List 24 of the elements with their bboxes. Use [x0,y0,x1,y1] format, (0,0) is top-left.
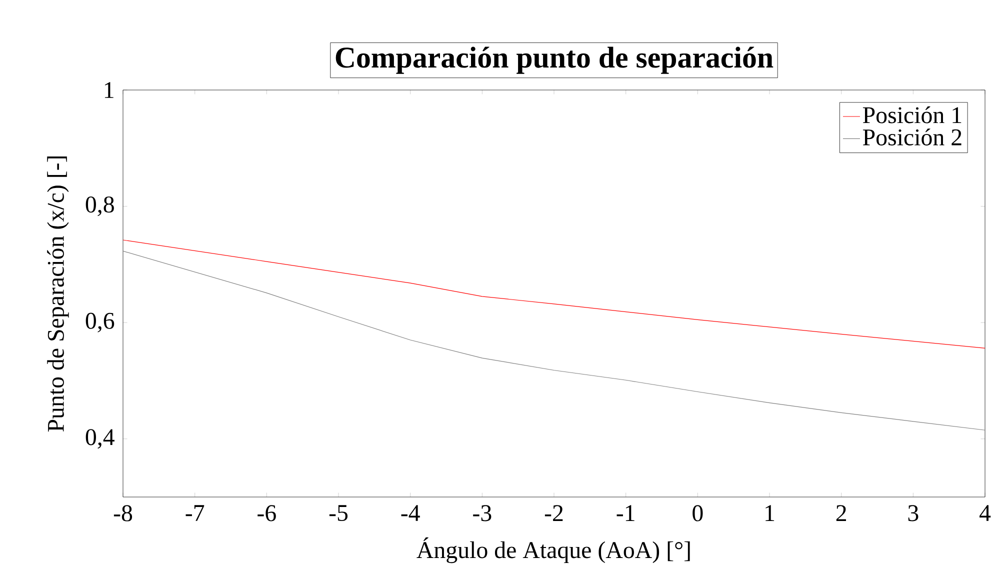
x-tick-label: -4 [401,505,420,521]
x-tick-label: 3 [908,505,918,522]
x-tick-label: -8 [114,505,132,522]
y-tick-label: 0,8 [86,196,114,216]
chart-title: Comparación punto de separación [336,46,774,74]
y-tick-label: 0,4 [86,429,114,449]
x-tick-label: -7 [186,505,204,521]
line-series [123,250,986,430]
x-tick-label: -6 [258,505,276,522]
x-tick-label: -1 [616,505,634,521]
line-series [123,240,986,348]
x-tick-label: -3 [473,505,492,522]
y-tick-label: 0,6 [86,312,114,332]
legend-label: Posición 2 [862,128,962,146]
y-axis-title: Punto de Separación (x/c) [-] [47,156,69,432]
x-tick-label: 4 [980,505,991,521]
x-tick-label: -5 [329,505,348,522]
x-axis-title: Ángulo de Ataque (AoA) [°] [416,537,690,564]
x-tick-label: 2 [836,505,846,521]
x-tick-label: 1 [766,505,774,521]
x-tick-label: -2 [544,505,563,521]
x-tick-label: 0 [692,505,703,522]
y-tick-label: 1 [104,82,114,98]
legend-label: Posición 1 [862,106,962,124]
